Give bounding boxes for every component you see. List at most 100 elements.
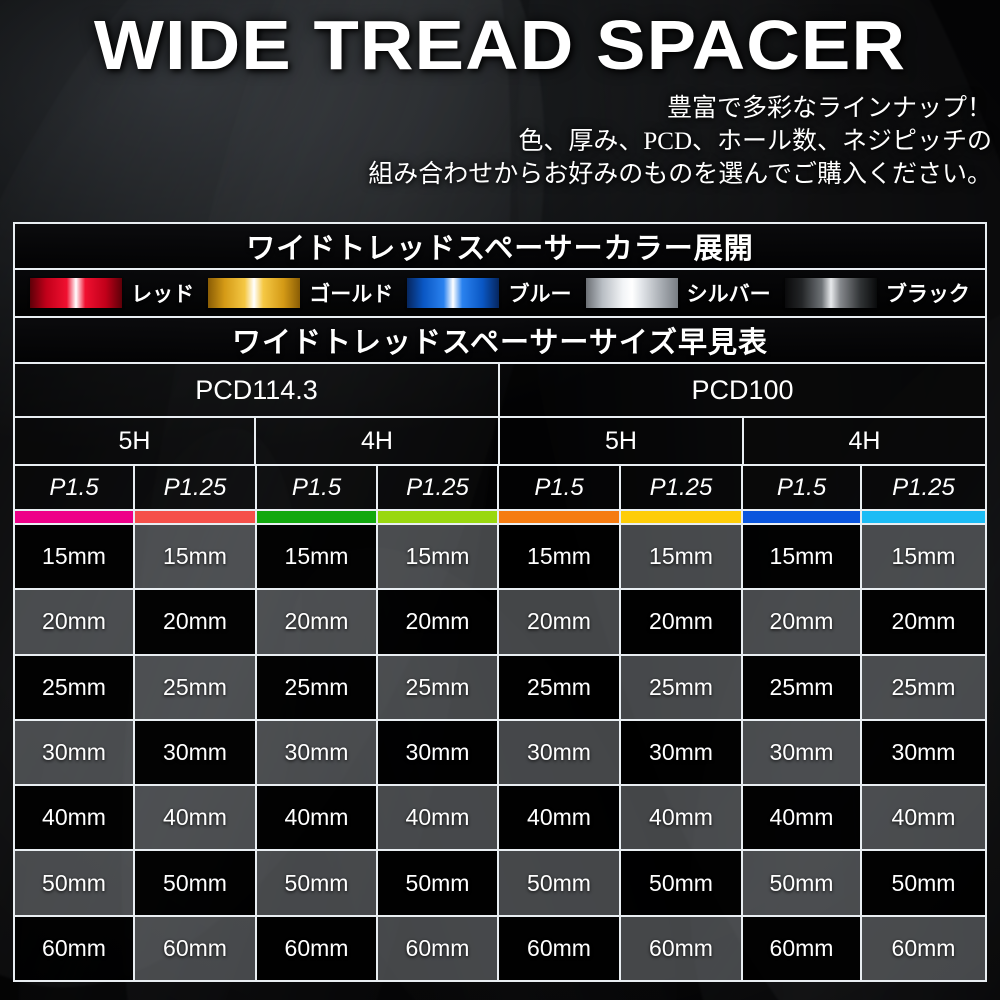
table-row: 30mm 30mm 30mm 30mm 30mm 30mm 30mm 30mm <box>15 720 985 787</box>
thickness-cell: 20mm <box>862 590 985 654</box>
column-key-swatch-7 <box>862 511 985 523</box>
color-chip-icon <box>407 278 500 308</box>
color-swatch-item: ブラック <box>784 278 970 308</box>
page-title: WIDE TREAD SPACER <box>93 6 907 84</box>
thickness-cell: 25mm <box>862 655 985 719</box>
table-row: 15mm 15mm 15mm 15mm 15mm 15mm 15mm 15mm <box>15 525 985 591</box>
subtitle-line-1: 豊富で多彩なラインナップ！ <box>666 95 992 122</box>
thickness-cell: 30mm <box>621 720 743 785</box>
color-swatch-label: レッド <box>131 283 195 306</box>
thickness-cell: 60mm <box>499 916 621 980</box>
thickness-cell: 60mm <box>862 916 985 980</box>
thickness-cell: 25mm <box>743 655 862 719</box>
thickness-cell: 40mm <box>743 786 862 850</box>
column-key-swatch-5 <box>621 511 743 523</box>
thickness-cell: 50mm <box>378 851 499 915</box>
thickness-cell: 40mm <box>378 786 499 850</box>
column-key-swatch-6 <box>743 511 862 523</box>
color-chip-icon <box>30 278 123 308</box>
pcd-header-100: PCD100 <box>500 364 985 416</box>
color-chip-icon <box>208 278 301 308</box>
thickness-cell: 50mm <box>15 851 135 915</box>
thickness-cell: 15mm <box>862 525 985 589</box>
thickness-cell: 25mm <box>378 655 499 719</box>
thickness-cell: 25mm <box>15 655 135 719</box>
thickness-cell: 50mm <box>862 851 985 915</box>
column-key-swatch-3 <box>378 511 499 523</box>
table-row: 50mm 50mm 50mm 50mm 50mm 50mm 50mm 50mm <box>15 851 985 917</box>
color-swatch-item: ブルー <box>407 278 571 308</box>
thickness-grid: 15mm 15mm 15mm 15mm 15mm 15mm 15mm 15mm 20mm 20mm… <box>15 525 985 980</box>
column-key-swatch-2 <box>257 511 378 523</box>
thickness-cell: 15mm <box>15 525 135 589</box>
subtitle-block: 豊富で多彩なラインナップ！ 色、厚み、PCD、ホール数、ネジピッチの 組み合わせ… <box>368 92 992 191</box>
thickness-cell: 40mm <box>499 786 621 850</box>
thickness-cell: 25mm <box>135 655 257 719</box>
thickness-cell: 50mm <box>257 851 378 915</box>
pitch-header-0: P1.5 <box>15 466 135 509</box>
pitch-header-row: P1.5 P1.25 P1.5 P1.25 P1.5 P1.25 P1.5 P1.25 <box>15 466 985 511</box>
thickness-cell: 20mm <box>15 590 135 654</box>
thickness-cell: 30mm <box>862 720 985 785</box>
color-chip-icon <box>585 278 678 308</box>
thickness-cell: 60mm <box>378 916 499 980</box>
thickness-cell: 20mm <box>621 590 743 654</box>
pitch-header-3: P1.25 <box>378 466 499 509</box>
thickness-cell: 40mm <box>621 786 743 850</box>
thickness-cell: 30mm <box>499 720 621 785</box>
hole-header-row: 5H 4H 5H 4H <box>15 418 985 466</box>
thickness-cell: 15mm <box>743 525 862 589</box>
color-swatch-item: シルバー <box>585 278 771 308</box>
table-row: 40mm 40mm 40mm 40mm 40mm 40mm 40mm 40mm <box>15 786 985 852</box>
thickness-cell: 30mm <box>15 720 135 785</box>
thickness-cell: 50mm <box>135 851 257 915</box>
size-section-title: ワイドトレッドスペーサーサイズ早見表 <box>15 318 985 364</box>
table-row: 60mm 60mm 60mm 60mm 60mm 60mm 60mm 60mm <box>15 916 985 980</box>
thickness-cell: 30mm <box>743 720 862 785</box>
pitch-header-1: P1.25 <box>135 466 257 509</box>
thickness-cell: 15mm <box>257 525 378 589</box>
color-swatch-label: ゴールド <box>309 283 394 306</box>
color-section-title: ワイドトレッドスペーサーカラー展開 <box>15 224 985 270</box>
subtitle-line-3: 組み合わせからお好みのものを選んでご購入ください。 <box>368 161 992 188</box>
hole-header-1143-4h: 4H <box>256 418 500 464</box>
thickness-cell: 50mm <box>743 851 862 915</box>
thickness-cell: 60mm <box>15 916 135 980</box>
thickness-cell: 15mm <box>621 525 743 589</box>
thickness-cell: 25mm <box>257 655 378 719</box>
color-swatch-item: レッド <box>30 278 194 308</box>
spec-table: ワイドトレッドスペーサーカラー展開 レッド ゴールド ブルー シルバー ブラック ワイド… <box>13 222 987 982</box>
thickness-cell: 40mm <box>862 786 985 850</box>
thickness-cell: 15mm <box>499 525 621 589</box>
thickness-cell: 40mm <box>15 786 135 850</box>
thickness-cell: 60mm <box>257 916 378 980</box>
column-key-swatch-1 <box>135 511 257 523</box>
table-row: 20mm 20mm 20mm 20mm 20mm 20mm 20mm 20mm <box>15 590 985 656</box>
color-swatch-label: シルバー <box>686 283 771 306</box>
color-swatch-label: ブラック <box>885 283 970 306</box>
color-chip-icon <box>784 278 877 308</box>
pitch-header-4: P1.5 <box>499 466 621 509</box>
hole-header-100-5h: 5H <box>500 418 744 464</box>
column-key-swatch-4 <box>499 511 621 523</box>
thickness-cell: 60mm <box>135 916 257 980</box>
thickness-cell: 20mm <box>499 590 621 654</box>
thickness-cell: 30mm <box>257 720 378 785</box>
thickness-cell: 15mm <box>378 525 499 589</box>
thickness-cell: 20mm <box>257 590 378 654</box>
thickness-cell: 20mm <box>378 590 499 654</box>
thickness-cell: 25mm <box>499 655 621 719</box>
thickness-cell: 40mm <box>257 786 378 850</box>
color-swatch-item: ゴールド <box>208 278 393 308</box>
color-swatch-row: レッド ゴールド ブルー シルバー ブラック <box>15 270 985 318</box>
thickness-cell: 50mm <box>621 851 743 915</box>
hole-header-100-4h: 4H <box>744 418 985 464</box>
hole-header-1143-5h: 5H <box>15 418 256 464</box>
column-key-swatch-0 <box>15 511 135 523</box>
pitch-header-6: P1.5 <box>743 466 862 509</box>
table-row: 25mm 25mm 25mm 25mm 25mm 25mm 25mm 25mm <box>15 655 985 721</box>
thickness-cell: 30mm <box>135 720 257 785</box>
color-swatch-label: ブルー <box>508 283 572 306</box>
pcd-header-1143: PCD114.3 <box>15 364 500 416</box>
